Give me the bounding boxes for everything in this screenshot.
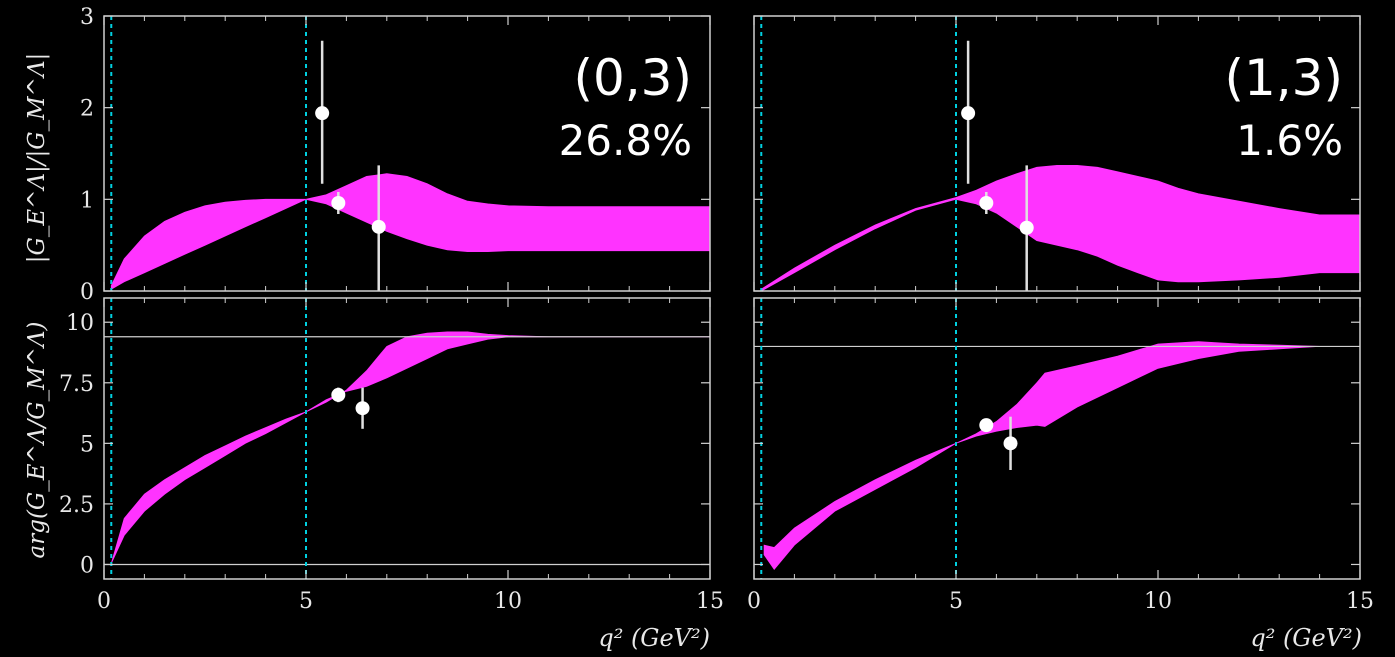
left-top-band (110, 173, 711, 290)
left-bottom-ytick-label-1: 2.5 (59, 493, 94, 518)
percent-label-left: 26.8% (559, 116, 692, 165)
left-top-data-point-1 (331, 196, 346, 210)
right-bottom-data-point-1 (1003, 436, 1018, 451)
left-bottom-xtick-label-1: 5 (299, 589, 313, 614)
left-top-ytick-label-1: 1 (80, 188, 94, 213)
left-bottom-ytick-label-4: 10 (66, 311, 94, 336)
right-bottom-xtick-label-3: 15 (1346, 589, 1374, 614)
combo-label-right: (1,3) (1224, 49, 1343, 107)
right-top-data-point-1 (979, 196, 994, 210)
right-top-band (760, 165, 1361, 292)
left-bottom-xtick-label-2: 10 (494, 589, 522, 614)
right-top-frame (753, 15, 1361, 292)
left-top-data-point-2 (371, 219, 386, 234)
left-bottom-xtick-label-0: 0 (97, 589, 111, 614)
left-bottom-ytick-label-3: 7.5 (59, 372, 94, 397)
x-axis-title-right: q² (GeV²) (1250, 624, 1362, 652)
left-bottom-band (110, 331, 710, 564)
left-bottom-ytick-label-0: 0 (80, 553, 94, 578)
right-bottom-xtick-label-1: 5 (949, 589, 963, 614)
left-top-frame (103, 15, 711, 292)
right-bottom-frame (753, 297, 1361, 580)
right-top-data-point-2 (1019, 220, 1034, 235)
right-bottom-band (763, 341, 1360, 570)
left-top-ytick-label-3: 3 (80, 5, 94, 30)
left-top-ytick-label-2: 2 (80, 97, 94, 122)
left-top-data-point-0 (315, 106, 330, 121)
y-axis-title-top: |G_E^Λ|/|G_M^Λ| (24, 53, 50, 264)
right-bottom-xtick-label-0: 0 (747, 589, 761, 614)
combo-label-left: (0,3) (573, 49, 692, 107)
left-bottom-frame (103, 297, 711, 580)
y-axis-title-bottom: arg(G_E^Λ/G_M^Λ) (24, 322, 50, 559)
x-axis-title-left: q² (GeV²) (598, 624, 710, 652)
left-bottom-xtick-label-3: 15 (696, 589, 724, 614)
left-bottom-data-point-1 (355, 401, 370, 416)
percent-label-right: 1.6% (1236, 116, 1343, 165)
right-bottom-data-point-0 (979, 418, 994, 433)
left-bottom-ytick-label-2: 5 (80, 432, 94, 457)
right-bottom-xtick-label-2: 10 (1144, 589, 1172, 614)
left-top-ytick-label-0: 0 (80, 280, 94, 305)
right-top-data-point-0 (961, 106, 976, 121)
left-bottom-data-point-0 (331, 387, 346, 402)
